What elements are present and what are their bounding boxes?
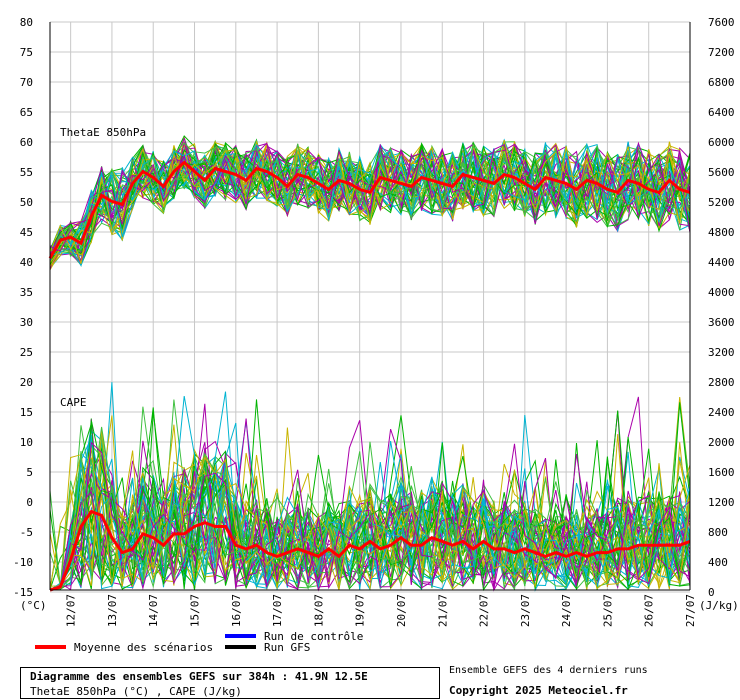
right-tick-label: 3200 xyxy=(708,346,735,359)
thetae-member-line xyxy=(49,142,691,267)
mean-series xyxy=(48,160,691,592)
right-tick-label: 2000 xyxy=(708,436,735,449)
right-axis-unit: (J/kg) xyxy=(699,599,739,612)
left-tick-label: 15 xyxy=(20,406,33,419)
right-tick-label: 2800 xyxy=(708,376,735,389)
left-tick-label: -15 xyxy=(13,586,33,599)
legend-control-label: Run de contrôle xyxy=(264,630,363,643)
right-tick-label: 4400 xyxy=(708,256,735,269)
left-tick-label: 35 xyxy=(20,286,33,299)
right-tick-label: 3600 xyxy=(708,316,735,329)
left-tick-label: -10 xyxy=(13,556,33,569)
cape-panel-label: CAPE xyxy=(60,396,87,409)
left-tick-label: 0 xyxy=(26,496,33,509)
left-tick-label: 45 xyxy=(20,226,33,239)
cape-member-line xyxy=(49,441,691,591)
left-axis-unit: (°C) xyxy=(20,599,47,612)
right-tick-label: 1600 xyxy=(708,466,735,479)
left-tick-label: 55 xyxy=(20,166,33,179)
right-tick-label: 6000 xyxy=(708,136,735,149)
chart-subtitle: ThetaE 850hPa (°C) , CAPE (J/kg) xyxy=(30,685,242,698)
left-tick-label: 5 xyxy=(26,466,33,479)
legend-mean-label: Moyenne des scénarios xyxy=(74,641,213,654)
x-tick-label: 19/07 xyxy=(354,594,367,627)
left-tick-label: 70 xyxy=(20,76,33,89)
left-tick-label: 65 xyxy=(20,106,33,119)
right-tick-label: 5200 xyxy=(708,196,735,209)
left-tick-label: 20 xyxy=(20,376,33,389)
thetae-panel-label: ThetaE 850hPa xyxy=(60,126,146,139)
cape-member-line xyxy=(49,451,691,591)
left-tick-label: 40 xyxy=(20,256,33,269)
left-tick-label: 60 xyxy=(20,136,33,149)
thetae-member-line xyxy=(49,143,691,262)
cape-member-line xyxy=(49,453,691,591)
right-tick-label: 400 xyxy=(708,556,728,569)
x-tick-label: 27/07 xyxy=(684,594,697,627)
cape-member-line xyxy=(49,447,691,591)
copyright: Copyright 2025 Meteociel.fr xyxy=(449,684,628,697)
right-tick-label: 1200 xyxy=(708,496,735,509)
right-tick-label: 4000 xyxy=(708,286,735,299)
cape-member-line xyxy=(49,396,691,591)
ensemble-members xyxy=(49,135,691,592)
cape-member-line xyxy=(49,463,691,591)
x-tick-label: 25/07 xyxy=(601,594,614,627)
right-tick-label: 5600 xyxy=(708,166,735,179)
left-tick-label: -5 xyxy=(20,526,33,539)
left-tick-label: 50 xyxy=(20,196,33,209)
cape-member-line xyxy=(49,403,691,591)
left-tick-label: 80 xyxy=(20,16,33,29)
x-tick-label: 16/07 xyxy=(230,594,243,627)
thetae-member-line xyxy=(49,142,691,262)
right-tick-label: 7200 xyxy=(708,46,735,59)
thetae-member-line xyxy=(49,144,691,252)
thetae-member-line xyxy=(49,143,691,258)
runs-note: Ensemble GEFS des 4 derniers runs xyxy=(449,665,648,676)
right-tick-label: 7600 xyxy=(708,16,735,29)
x-tick-label: 22/07 xyxy=(478,594,491,627)
right-tick-label: 800 xyxy=(708,526,728,539)
left-tick-label: 75 xyxy=(20,46,33,59)
info-box: Diagramme des ensembles GEFS sur 384h : … xyxy=(20,667,440,699)
right-tick-label: 4800 xyxy=(708,226,735,239)
x-tick-label: 23/07 xyxy=(519,594,532,627)
cape-member-line xyxy=(49,406,691,591)
cape-member-line xyxy=(49,452,691,591)
chart-title: Diagramme des ensembles GEFS sur 384h : … xyxy=(30,670,368,683)
left-tick-label: 10 xyxy=(20,436,33,449)
x-tick-label: 13/07 xyxy=(106,594,119,627)
thetae-mean-line xyxy=(48,160,691,259)
x-tick-label: 12/07 xyxy=(65,594,78,627)
right-tick-label: 2400 xyxy=(708,406,735,419)
right-tick-label: 6400 xyxy=(708,106,735,119)
x-tick-label: 21/07 xyxy=(436,594,449,627)
legend-gfs-label: Run GFS xyxy=(264,641,310,654)
x-tick-label: 14/07 xyxy=(147,594,160,627)
right-tick-label: 6800 xyxy=(708,76,735,89)
cape-mean-line xyxy=(49,509,691,592)
x-tick-label: 18/07 xyxy=(312,594,325,627)
right-tick-label: 0 xyxy=(708,586,715,599)
thetae-member-line xyxy=(49,145,691,267)
x-tick-label: 15/07 xyxy=(189,594,202,627)
x-tick-label: 24/07 xyxy=(560,594,573,627)
left-tick-label: 25 xyxy=(20,346,33,359)
left-tick-label: 30 xyxy=(20,316,33,329)
x-tick-label: 20/07 xyxy=(395,594,408,627)
thetae-member-line xyxy=(49,141,691,264)
x-tick-label: 26/07 xyxy=(643,594,656,627)
x-tick-label: 17/07 xyxy=(271,594,284,627)
